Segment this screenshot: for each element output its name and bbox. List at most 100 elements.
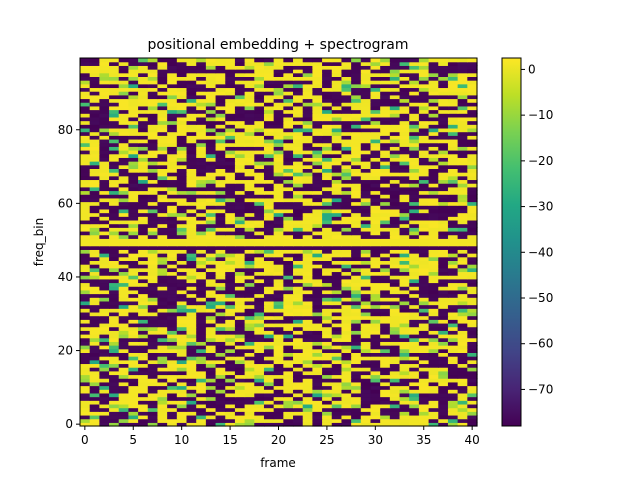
heatmap-cell: [331, 161, 343, 166]
heatmap-cell: [176, 363, 188, 368]
heatmap-cell: [244, 293, 255, 298]
heatmap-cell: [293, 418, 304, 423]
heatmap-cell: [263, 69, 275, 74]
heatmap-cell: [273, 146, 284, 151]
heatmap-cell: [283, 271, 294, 276]
heatmap-cell: [80, 172, 91, 177]
heatmap-cell: [389, 348, 401, 353]
heatmap-cell: [341, 138, 352, 144]
heatmap-cell: [109, 164, 120, 169]
heatmap-cell: [370, 227, 381, 232]
heatmap-cell: [254, 370, 265, 376]
heatmap-cell: [293, 260, 304, 265]
heatmap-cell: [186, 212, 197, 217]
heatmap-cell: [109, 223, 120, 228]
heatmap-cell: [293, 124, 304, 129]
heatmap-cell: [89, 58, 100, 63]
heatmap-cell: [225, 304, 236, 309]
heatmap-cell: [254, 208, 265, 214]
heatmap-cell: [293, 146, 304, 151]
heatmap-cell: [99, 315, 110, 320]
heatmap-cell: [99, 275, 110, 280]
heatmap-cell: [293, 175, 304, 181]
heatmap-cell: [234, 65, 246, 70]
colorbar-tick-label: −60: [528, 337, 553, 351]
heatmap-cell: [302, 322, 313, 328]
heatmap-cell: [205, 76, 217, 81]
heatmap-cell: [176, 304, 188, 309]
heatmap-cell: [263, 418, 275, 423]
heatmap-cell: [409, 227, 420, 232]
heatmap-cell: [293, 80, 304, 85]
heatmap-cell: [263, 223, 275, 228]
heatmap-cell: [215, 80, 226, 85]
heatmap-cell: [331, 164, 343, 169]
heatmap-cell: [360, 61, 372, 66]
heatmap-cell: [418, 352, 430, 357]
heatmap-cell: [138, 267, 149, 273]
heatmap-cell: [457, 157, 468, 162]
heatmap-cell: [118, 131, 130, 136]
heatmap-cell: [351, 322, 362, 328]
heatmap-cell: [428, 146, 439, 151]
heatmap-cell: [360, 190, 372, 195]
heatmap-cell: [118, 256, 130, 261]
heatmap-cell: [428, 400, 439, 405]
heatmap-cell: [438, 381, 449, 387]
heatmap-cell: [273, 389, 284, 394]
heatmap-cell: [409, 334, 420, 339]
heatmap-cell: [351, 359, 362, 365]
heatmap-cell: [418, 116, 430, 122]
heatmap-cell: [157, 356, 168, 361]
heatmap-cell: [196, 58, 207, 63]
heatmap-cell: [118, 116, 130, 122]
heatmap-cell: [293, 61, 304, 66]
heatmap-cell: [428, 289, 439, 295]
heatmap-cell: [254, 183, 265, 188]
heatmap-cell: [322, 275, 333, 280]
heatmap-cell: [312, 172, 323, 177]
heatmap-cell: [225, 83, 236, 89]
heatmap-cell: [399, 264, 410, 269]
heatmap-cell: [89, 142, 100, 147]
heatmap-cell: [418, 183, 430, 188]
heatmap-cell: [438, 315, 449, 320]
heatmap-cell: [331, 113, 343, 118]
heatmap-cell: [80, 289, 91, 295]
heatmap-cell: [118, 190, 130, 195]
heatmap-cell: [293, 286, 304, 291]
heatmap-cell: [409, 138, 420, 144]
heatmap-cell: [244, 161, 255, 166]
heatmap-cell: [244, 392, 255, 398]
heatmap-cell: [263, 102, 275, 107]
heatmap-cell: [176, 230, 188, 236]
heatmap-cell: [157, 403, 168, 409]
heatmap-cell: [138, 230, 149, 236]
heatmap-cell: [341, 157, 352, 162]
heatmap-cell: [360, 205, 372, 210]
heatmap-cell: [283, 381, 294, 387]
heatmap-cell: [80, 76, 91, 81]
heatmap-cell: [99, 411, 110, 416]
heatmap-cell: [360, 127, 372, 133]
heatmap-cell: [263, 83, 275, 89]
heatmap-cell: [293, 334, 304, 339]
heatmap-cell: [186, 253, 197, 258]
heatmap-cell: [409, 150, 420, 155]
heatmap-cell: [360, 216, 372, 221]
heatmap-cell: [234, 396, 246, 401]
heatmap-cell: [447, 378, 459, 383]
heatmap-cell: [147, 219, 159, 225]
heatmap-cell: [234, 392, 246, 398]
heatmap-cell: [205, 164, 217, 169]
heatmap-cell: [176, 345, 188, 350]
heatmap-cell: [244, 234, 255, 239]
heatmap-cell: [312, 422, 323, 427]
heatmap-cell: [322, 381, 333, 387]
heatmap-cell: [447, 194, 459, 199]
heatmap-cell: [167, 385, 178, 390]
heatmap-cell: [176, 242, 188, 247]
heatmap-cell: [118, 142, 130, 147]
heatmap-cell: [467, 127, 478, 133]
heatmap-cell: [80, 58, 91, 63]
